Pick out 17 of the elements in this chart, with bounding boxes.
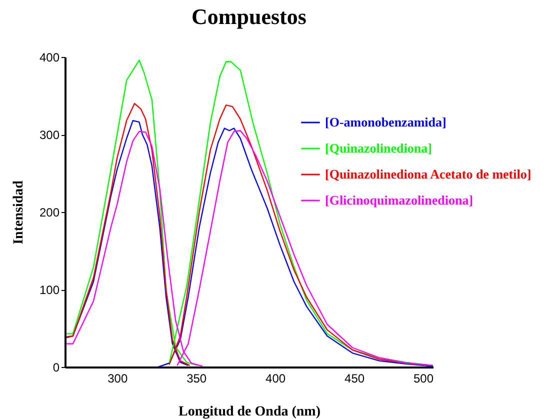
x-tick-label: 450 — [344, 372, 365, 386]
x-tick-label: 350 — [186, 372, 207, 386]
x-tick-label: 400 — [266, 372, 286, 386]
y-tick-label: 0 — [52, 360, 60, 374]
x-axis-title: Longitud de Onda (nm) — [178, 404, 321, 419]
legend-label: [O-amonobenzamida] — [325, 114, 446, 130]
x-tick-label: 500 — [413, 372, 434, 386]
y-tick-label: 100 — [39, 283, 60, 297]
y-tick-label: 200 — [39, 206, 60, 220]
y-tick-label: 400 — [39, 50, 60, 64]
legend-label: [Glicinoquimazolinediona] — [325, 192, 474, 208]
y-tick-label: 300 — [39, 128, 60, 142]
y-axis-title: Intensidad — [11, 180, 26, 244]
chart-title: Compuestos — [192, 4, 307, 29]
legend-label: [Quinazolinediona Acetato de metilo] — [325, 166, 532, 182]
x-tick-label: 300 — [108, 372, 128, 386]
legend-label: [Quinazolinediona] — [325, 140, 432, 156]
